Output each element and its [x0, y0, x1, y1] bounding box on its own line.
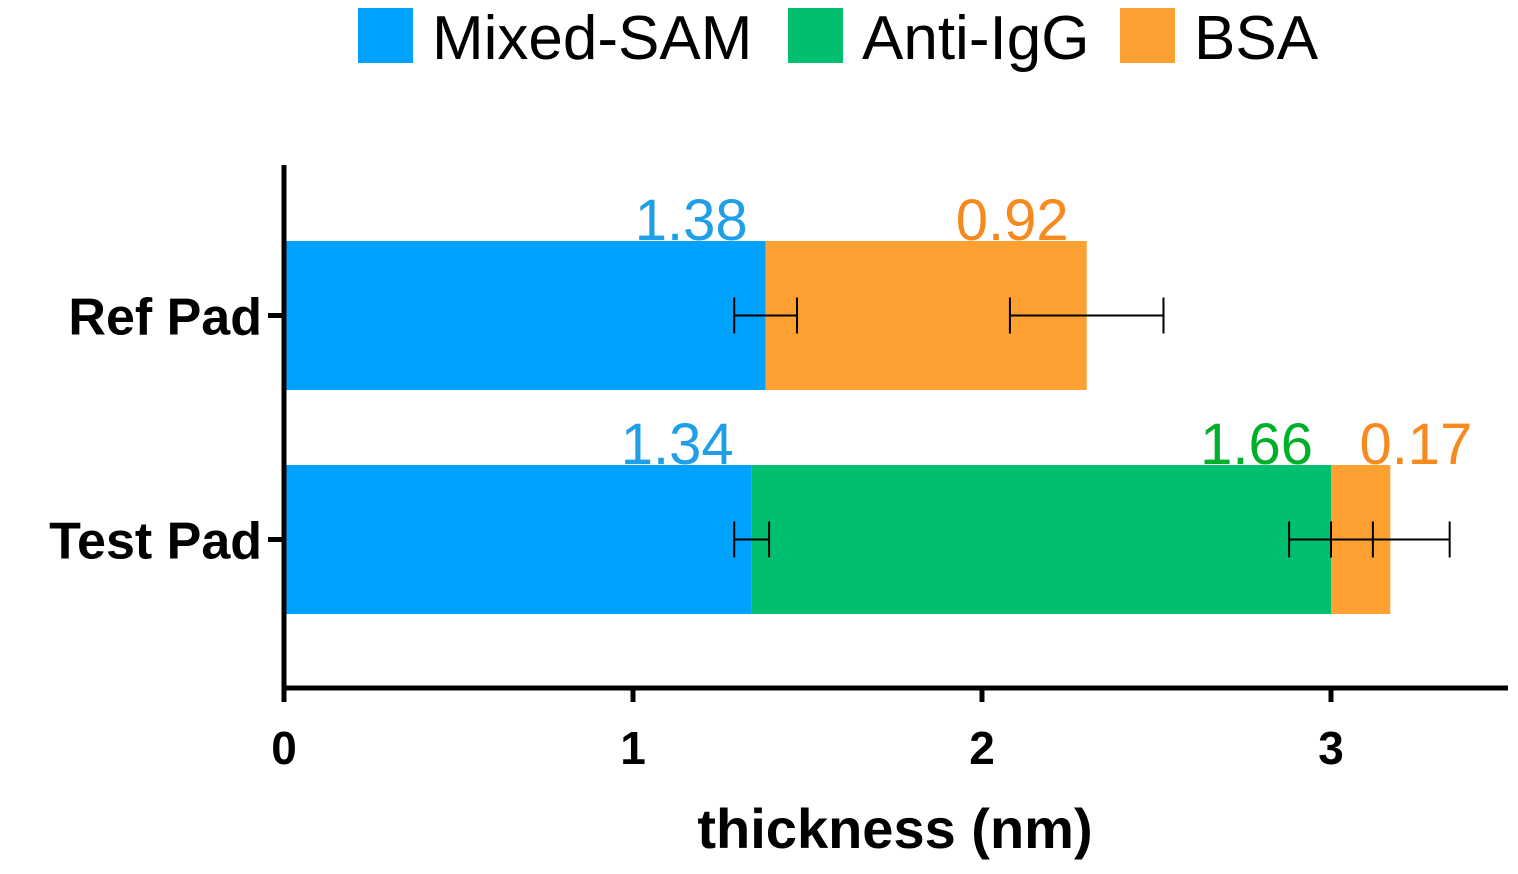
error-bars — [733, 297, 1451, 558]
legend-label: Mixed-SAM — [432, 4, 752, 73]
bar-segment — [284, 465, 752, 614]
legend-swatch — [1120, 8, 1175, 63]
value-label: 0.17 — [1359, 412, 1472, 477]
legend-label: BSA — [1194, 4, 1319, 73]
bar-segment — [751, 465, 1331, 614]
x-axis-title: thickness (nm) — [697, 797, 1092, 860]
value-labels: 1.38 0.92 1.34 1.66 0.17 — [621, 188, 1473, 477]
legend-swatch — [788, 8, 843, 63]
x-tick-label: 0 — [271, 722, 297, 774]
axes — [281, 165, 1508, 691]
legend-swatch — [358, 8, 413, 63]
value-label: 1.34 — [621, 412, 734, 477]
category-label: Test Pad — [49, 513, 262, 571]
value-label: 1.38 — [635, 188, 748, 253]
value-label: 1.66 — [1200, 412, 1313, 477]
x-ticks: 0 1 2 3 — [271, 688, 1344, 774]
x-tick-label: 1 — [620, 722, 646, 774]
bar-segment — [284, 241, 766, 390]
category-label: Ref Pad — [68, 289, 262, 347]
y-categories: Ref Pad Test Pad — [49, 289, 284, 571]
legend-label: Anti-IgG — [862, 4, 1089, 73]
x-tick-label: 3 — [1318, 722, 1344, 774]
value-label: 0.92 — [956, 188, 1069, 253]
legend: Mixed-SAM Anti-IgG BSA — [358, 4, 1319, 73]
x-tick-label: 2 — [969, 722, 995, 774]
